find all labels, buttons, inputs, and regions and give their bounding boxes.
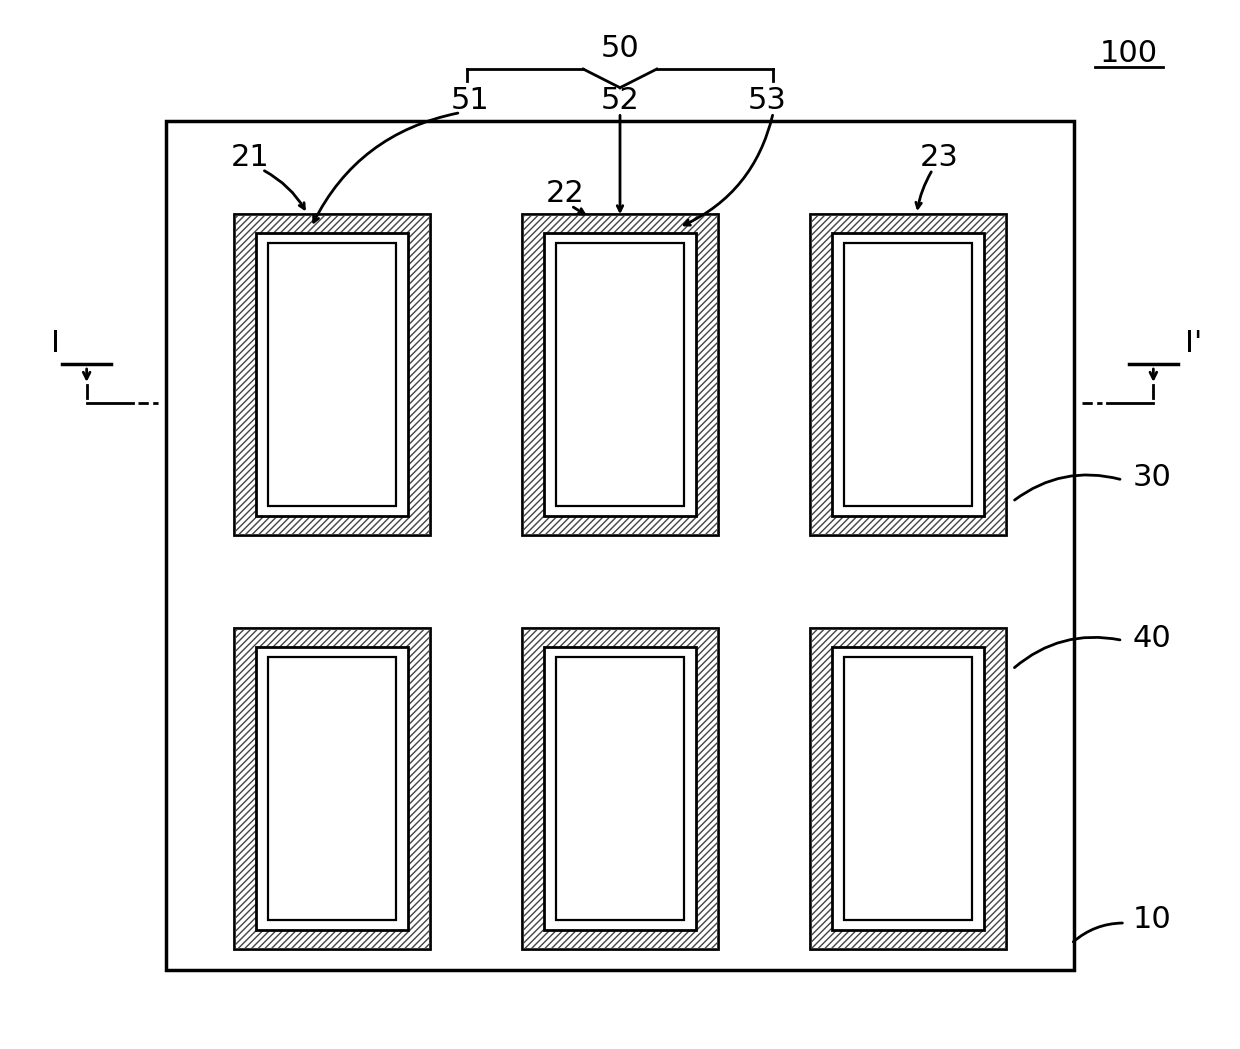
Bar: [844, 243, 972, 506]
Bar: [255, 233, 408, 516]
Bar: [523, 215, 717, 534]
Text: 52: 52: [600, 86, 640, 114]
Bar: [844, 657, 972, 920]
Text: 30: 30: [1132, 464, 1172, 492]
Text: 10: 10: [1132, 905, 1172, 935]
Bar: [810, 214, 1006, 535]
Bar: [832, 233, 985, 516]
Bar: [236, 215, 429, 534]
Bar: [522, 214, 718, 535]
Bar: [557, 243, 683, 506]
Bar: [236, 629, 429, 948]
Text: 50: 50: [600, 34, 640, 63]
Bar: [811, 215, 1004, 534]
Text: 40: 40: [1132, 624, 1172, 652]
Text: 21: 21: [231, 143, 269, 172]
Text: 100: 100: [1100, 39, 1158, 68]
Text: 51: 51: [451, 86, 490, 114]
Text: 23: 23: [919, 143, 959, 172]
Bar: [832, 646, 985, 930]
Bar: [255, 646, 408, 930]
Bar: [523, 629, 717, 948]
Bar: [268, 243, 396, 506]
Bar: [557, 657, 683, 920]
Bar: [544, 233, 696, 516]
Text: 53: 53: [748, 86, 786, 114]
Bar: [810, 628, 1006, 949]
Bar: [811, 629, 1004, 948]
Bar: [166, 121, 1074, 969]
Bar: [544, 646, 696, 930]
Text: I': I': [1185, 328, 1203, 358]
Bar: [234, 628, 430, 949]
Text: 22: 22: [546, 178, 584, 208]
Bar: [234, 214, 430, 535]
Bar: [268, 657, 396, 920]
Bar: [522, 628, 718, 949]
Text: I: I: [52, 328, 61, 358]
